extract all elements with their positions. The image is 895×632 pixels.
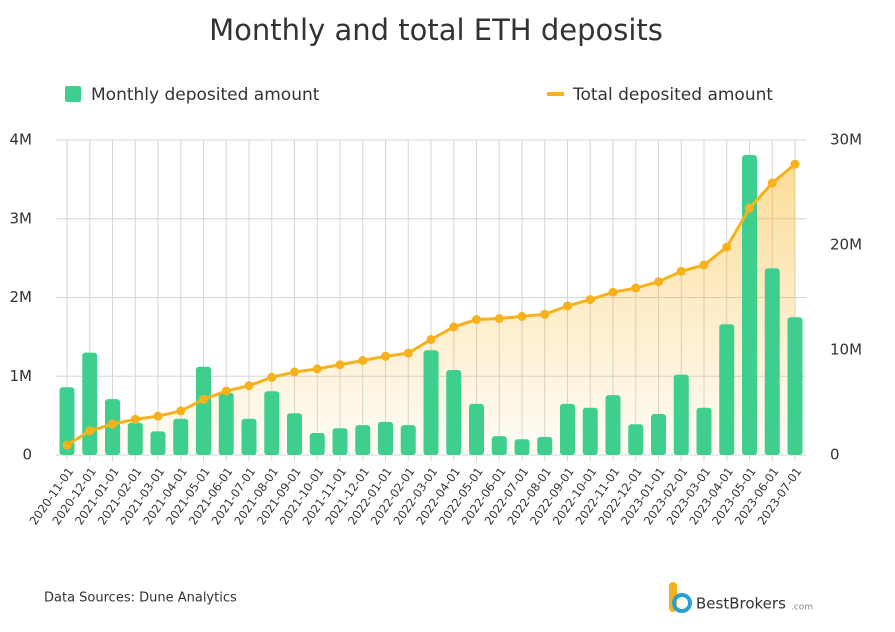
source-note: Data Sources: Dune Analytics — [44, 591, 237, 606]
legend-label: Total deposited amount — [572, 85, 773, 105]
point — [654, 277, 663, 287]
bar — [469, 403, 484, 455]
point — [176, 406, 186, 416]
bar — [491, 436, 507, 455]
point — [722, 242, 732, 252]
point — [426, 335, 436, 344]
y-tick-label: 3M — [10, 209, 33, 227]
point — [517, 311, 527, 321]
point — [676, 266, 686, 276]
bar — [446, 369, 462, 455]
bar — [332, 428, 348, 455]
point — [244, 381, 254, 391]
y-tick-label: 4M — [10, 131, 33, 149]
point — [267, 372, 277, 382]
point — [767, 178, 777, 188]
point — [472, 315, 481, 325]
brand-name: BestBrokers — [696, 595, 786, 613]
bar — [696, 407, 712, 455]
bar — [378, 421, 393, 455]
point — [108, 419, 117, 429]
point — [62, 440, 72, 450]
bar — [537, 436, 553, 455]
y2-tick-label: 20M — [830, 236, 862, 254]
point — [199, 394, 208, 404]
bar — [400, 425, 416, 455]
bar — [287, 413, 302, 455]
point — [494, 314, 504, 323]
y2-tick-label: 30M — [830, 131, 862, 149]
point — [381, 351, 390, 361]
point — [335, 360, 345, 370]
y-tick-label: 2M — [10, 288, 33, 306]
point — [312, 364, 322, 374]
point — [153, 411, 163, 421]
point — [631, 283, 641, 293]
point — [449, 322, 459, 332]
point — [290, 367, 299, 377]
point — [130, 414, 140, 424]
point — [563, 301, 572, 311]
bar — [628, 424, 644, 455]
bar — [241, 418, 257, 455]
legend-swatch — [65, 86, 81, 102]
bar — [59, 387, 75, 455]
bar — [673, 374, 689, 455]
bar — [423, 350, 439, 455]
logo-icon — [672, 593, 692, 613]
brand-logo: BestBrokers .com — [669, 582, 813, 613]
bar — [127, 422, 143, 455]
bar — [218, 392, 234, 455]
point — [745, 203, 754, 213]
bar — [651, 414, 666, 455]
bar — [742, 154, 757, 455]
bar — [264, 391, 280, 455]
chart-title: Monthly and total ETH deposits — [209, 13, 663, 47]
brand-suffix: .com — [791, 603, 813, 613]
y2-tick-label: 0 — [830, 446, 840, 464]
legend-label: Monthly deposited amount — [91, 85, 320, 105]
point — [585, 295, 595, 305]
bar — [514, 439, 530, 455]
y-tick-label: 1M — [10, 367, 33, 385]
bar — [719, 324, 735, 455]
point — [403, 348, 413, 358]
point — [85, 426, 95, 436]
bar — [787, 317, 803, 455]
bar — [764, 268, 780, 455]
point — [608, 287, 618, 297]
bar — [82, 352, 98, 455]
area — [67, 164, 795, 455]
point — [358, 356, 368, 365]
bar — [150, 431, 166, 455]
bar — [355, 425, 371, 455]
bar — [309, 432, 325, 455]
point — [540, 309, 550, 319]
bar — [560, 403, 575, 455]
bar — [582, 407, 598, 455]
y2-tick-label: 10M — [830, 341, 862, 359]
bar — [196, 366, 211, 455]
point — [699, 260, 709, 270]
bar — [605, 395, 621, 455]
y-tick-label: 0 — [22, 446, 32, 464]
point — [221, 386, 231, 396]
bar — [173, 418, 189, 455]
point — [790, 159, 800, 169]
